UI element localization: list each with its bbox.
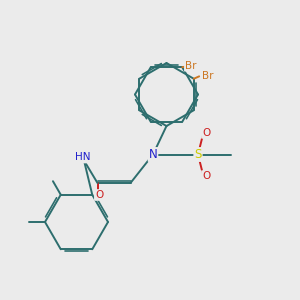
Text: O: O [202, 171, 210, 181]
Text: Br: Br [202, 71, 213, 81]
Text: Br: Br [185, 61, 197, 71]
Text: S: S [194, 148, 202, 161]
Text: O: O [202, 128, 210, 138]
Text: N: N [148, 148, 158, 161]
Text: HN: HN [75, 152, 90, 163]
Text: O: O [95, 190, 103, 200]
